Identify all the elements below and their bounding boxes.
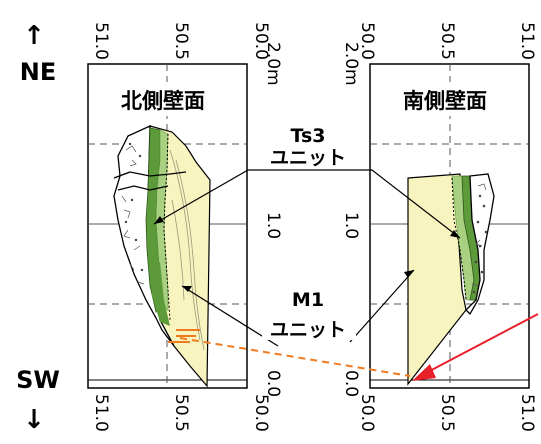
north-layer-line-1 bbox=[113, 171, 187, 179]
north-bottom-ticks: 51.0 50.5 50.0 bbox=[91, 394, 271, 432]
m1-label-line2: ユニット bbox=[270, 319, 346, 341]
ne-label: NE bbox=[20, 58, 56, 86]
depth-left-top: 2.0m bbox=[263, 42, 283, 86]
north-top-ticks: 51.0 50.5 50.0 bbox=[91, 22, 271, 60]
north-contact-dotted bbox=[163, 133, 171, 321]
ts3-connector-line bbox=[153, 169, 461, 239]
north-top-tick-2: 50.5 bbox=[171, 22, 191, 60]
ts3-label-line2: ユニット bbox=[270, 147, 346, 169]
south-gravel-texture bbox=[471, 183, 487, 287]
north-title-box bbox=[104, 82, 222, 116]
m1-connector-right bbox=[349, 269, 415, 343]
north-wall-title: 北側壁面 bbox=[121, 89, 205, 113]
m1-label-line1: M1 bbox=[292, 289, 324, 311]
north-layer-line-2 bbox=[117, 185, 169, 191]
depth-right-bottom: 0.0 bbox=[341, 370, 361, 397]
south-top-ticks: 50.0 50.5 51.0 bbox=[357, 22, 537, 60]
south-gravel-dots bbox=[472, 194, 488, 294]
south-title-box bbox=[386, 82, 504, 116]
south-top-tick-3: 51.0 bbox=[517, 22, 537, 60]
north-bottom-tick-2: 50.5 bbox=[171, 394, 191, 432]
south-arrow-icon: ↓ bbox=[23, 405, 45, 435]
orange-correlation-line bbox=[179, 337, 411, 377]
ts3-arrowhead-left bbox=[154, 216, 164, 224]
m1-label-box bbox=[262, 286, 356, 340]
north-top-tick-1: 51.0 bbox=[91, 22, 111, 60]
depth-right-top: 2.0m bbox=[341, 42, 361, 86]
depth-left-bottom: 0.0 bbox=[263, 370, 283, 397]
sw-label: SW bbox=[16, 366, 60, 394]
red-pointer-line bbox=[423, 313, 539, 375]
north-bottom-tick-1: 51.0 bbox=[91, 394, 111, 432]
depth-scale-right: 2.0m 1.0 0.0 bbox=[341, 42, 361, 397]
ts3-arrowhead-right bbox=[450, 230, 460, 238]
north-green-lower bbox=[150, 260, 170, 326]
south-top-tick-2: 50.5 bbox=[437, 22, 457, 60]
north-arrow-icon: ↑ bbox=[23, 21, 45, 51]
red-arrow-icon bbox=[412, 364, 436, 381]
south-bottom-tick-2: 50.5 bbox=[437, 394, 457, 432]
south-wall-title: 南側壁面 bbox=[403, 89, 487, 113]
north-gravel-dots bbox=[124, 142, 144, 272]
north-lamina-2 bbox=[175, 159, 205, 351]
south-bottom-tick-3: 51.0 bbox=[517, 394, 537, 432]
south-gravel-body bbox=[465, 173, 495, 316]
north-lamina-3 bbox=[171, 199, 185, 301]
depth-scale-left: 2.0m 1.0 0.0 bbox=[263, 42, 283, 397]
north-wall-panel: 北側壁面 bbox=[87, 63, 248, 389]
ts3-label-line1: Ts3 bbox=[291, 125, 326, 147]
north-top-tick-3: 50.0 bbox=[251, 22, 271, 60]
south-bottom-tick-1: 50.0 bbox=[357, 394, 377, 432]
depth-right-mid: 1.0 bbox=[341, 212, 361, 239]
south-bottom-ticks: 50.0 50.5 51.0 bbox=[357, 394, 537, 432]
north-gravel-texture bbox=[121, 145, 145, 285]
south-top-tick-1: 50.0 bbox=[357, 22, 377, 60]
depth-left-mid: 1.0 bbox=[263, 212, 283, 239]
south-wall-panel: 南側壁面 bbox=[369, 63, 530, 389]
south-contact-dotted bbox=[451, 177, 467, 301]
north-bottom-tick-3: 50.0 bbox=[251, 394, 271, 432]
m1-arrowhead-right bbox=[404, 270, 414, 278]
m1-arrowhead-left bbox=[182, 286, 192, 292]
north-lamina-1 bbox=[169, 149, 201, 341]
ts3-label-box bbox=[262, 122, 356, 168]
